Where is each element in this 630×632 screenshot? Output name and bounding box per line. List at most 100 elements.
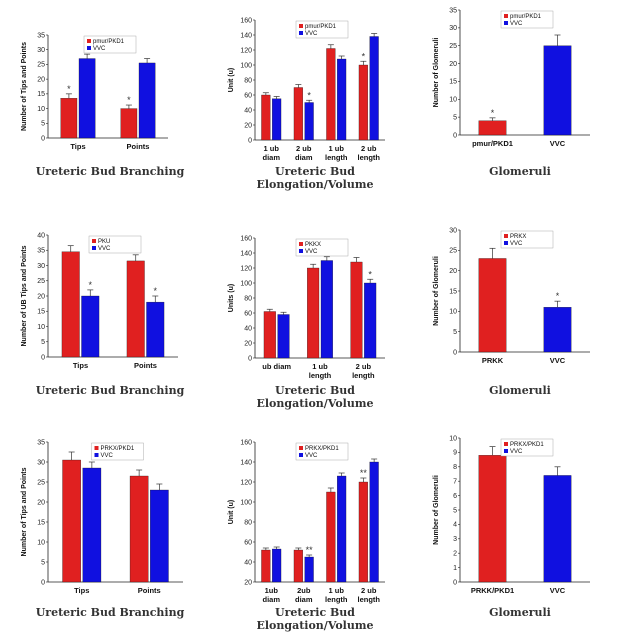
chart-7-title: Ureteric Bud Branching: [35, 606, 185, 619]
legend-swatch: [299, 249, 303, 253]
chart-panel-7: 0 5 10 15 20 25 30 35 Number of Tips and Points T…: [10, 430, 210, 620]
x-tick-label: pmur/PKD1: [472, 139, 513, 148]
legend-label: pmur/PKD1: [93, 39, 125, 45]
x-tick-label: 2 ub length: [358, 586, 381, 604]
legend-swatch: [299, 24, 303, 28]
significance-mark: **: [360, 468, 368, 478]
bar: [146, 301, 165, 358]
legend-swatch: [94, 446, 99, 450]
bar: [326, 48, 336, 141]
y-tick-label: 30: [37, 263, 45, 270]
legend-box: [295, 442, 349, 461]
legend-box: [295, 20, 349, 39]
y-tick-label: 5: [41, 559, 45, 566]
y-tick-label: 30: [449, 25, 457, 32]
bar: [543, 307, 572, 353]
bar: [61, 251, 80, 358]
significance-mark: *: [89, 280, 93, 290]
y-tick-label: 8: [453, 464, 457, 471]
x-tick-label: 2 ub length: [358, 144, 381, 162]
bar: [126, 260, 145, 358]
x-tick-label: 1ub diam: [262, 586, 280, 604]
x-tick-label: ub diam: [262, 362, 291, 371]
y-tick-label: 6: [453, 493, 457, 500]
chart-1-title: Ureteric Bud Branching: [35, 165, 185, 178]
y-tick-label: 160: [240, 439, 252, 446]
bar: [261, 94, 271, 141]
y-tick-label: 20: [37, 76, 45, 83]
x-tick-label: Tips: [73, 361, 88, 370]
y-tick-label: 140: [240, 32, 252, 39]
x-tick-label: Tips: [74, 586, 89, 595]
legend-label: VVC: [305, 31, 318, 37]
y-tick-label: 20: [244, 579, 252, 586]
x-tick-label: 1 ub length: [325, 144, 348, 162]
bar: [81, 295, 100, 358]
significance-mark: **: [306, 545, 314, 555]
legend-swatch: [87, 46, 91, 50]
significance-mark: *: [307, 90, 311, 100]
bar: [350, 261, 363, 359]
legend-swatch: [504, 14, 508, 18]
chart-8-plot: 20 40 60 80 100 120 140 160 Unit (u) ** ** 1ub diam 2…: [228, 439, 385, 604]
chart-panel-8: 20 40 60 80 100 120 140 160 Unit (u) ** ** 1ub diam 2…: [215, 430, 415, 632]
bar: [326, 491, 336, 583]
x-tick-label: 2 ub length: [352, 362, 375, 380]
bar: [307, 267, 320, 359]
y-tick-label: 0: [453, 132, 457, 139]
y-tick-label: 160: [240, 235, 252, 242]
bar: [261, 549, 271, 583]
chart-panel-6: 0 5 10 15 20 25 30 Number of Glomeruli * PRKK VVC P…: [420, 220, 620, 410]
bar: [364, 282, 377, 359]
legend-label: VVC: [305, 249, 318, 255]
chart-panel-3: 0 5 10 15 20 25 30 35 Number of Glomeruli * pmur/P…: [420, 5, 620, 195]
legend-box: [83, 35, 137, 54]
y-tick-label: 0: [41, 135, 45, 142]
y-tick-label: 0: [248, 137, 252, 144]
legend-box: [500, 10, 554, 29]
bar: [358, 481, 368, 583]
y-tick-label: 20: [244, 340, 252, 347]
y-tick-label: 10: [449, 435, 457, 442]
y-tick-label: 25: [37, 479, 45, 486]
y-tick-label: 80: [244, 77, 252, 84]
significance-mark: *: [556, 291, 560, 301]
legend-label: VVC: [510, 21, 523, 27]
legend-label: VVC: [98, 246, 111, 252]
x-tick-label: 1 ub length: [325, 586, 348, 604]
y-tick-label: 35: [37, 32, 45, 39]
legend-label: PRKX: [510, 234, 526, 240]
y-tick-label: 0: [248, 355, 252, 362]
y-tick-label: 20: [37, 293, 45, 300]
legend-box: [500, 230, 554, 249]
y-tick-label: 140: [240, 250, 252, 257]
chart-3-title: Glomeruli: [489, 165, 551, 178]
legend-label: VVC: [101, 453, 114, 459]
y-tick-label: 2: [453, 551, 457, 558]
chart-panel-1: 0 5 10 15 20 25 30 35 Number of Tips and Points *…: [10, 5, 210, 195]
y-tick-label: 35: [37, 439, 45, 446]
x-tick-label: Points: [134, 361, 157, 370]
bar: [78, 58, 96, 139]
bar: [150, 489, 169, 583]
y-tick-label: 35: [37, 248, 45, 255]
legend-swatch: [94, 453, 99, 457]
chart-8-title: Ureteric Bud Elongation/Volume: [256, 606, 374, 632]
chart-4-title: Ureteric Bud Branching: [35, 384, 185, 397]
bar: [543, 475, 572, 583]
y-tick-label: 5: [453, 114, 457, 121]
x-tick-label: Points: [138, 586, 161, 595]
y-tick-label: 100: [240, 280, 252, 287]
significance-mark: *: [362, 51, 366, 61]
y-tick-label: 80: [244, 519, 252, 526]
y-tick-label: 120: [240, 479, 252, 486]
significance-mark: *: [368, 269, 372, 279]
significance-mark: *: [491, 108, 495, 118]
y-tick-label: 100: [240, 499, 252, 506]
y-axis-label: Number of Glomeruli: [433, 38, 440, 108]
y-tick-label: 140: [240, 459, 252, 466]
chart-9-plot: 0 1 2 3 4 5 6 7 8 9 10 Number of Glomeruli PRKK/PKD1…: [433, 435, 590, 595]
y-axis-label: Number of Tips and Points: [21, 42, 28, 131]
bar: [82, 467, 102, 583]
